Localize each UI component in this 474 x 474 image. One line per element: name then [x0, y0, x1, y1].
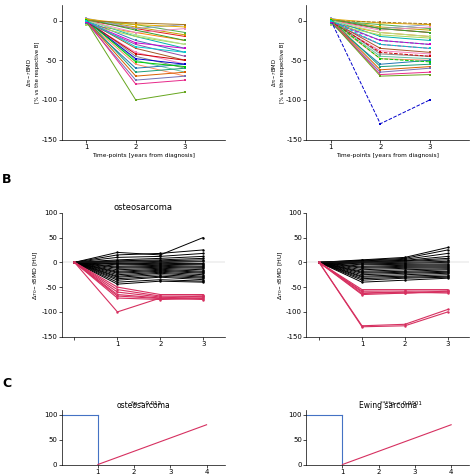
Text: ****p < 0.0001: ****p < 0.0001 [380, 401, 422, 407]
X-axis label: Time-points [years from diagnosis]: Time-points [years from diagnosis] [91, 153, 195, 157]
Title: Ewing sarcoma: Ewing sarcoma [359, 401, 417, 410]
Text: C: C [2, 377, 11, 390]
Y-axis label: $\Delta_{T0-T}$BMD
[% vs the respective B]: $\Delta_{T0-T}$BMD [% vs the respective … [270, 41, 285, 103]
Y-axis label: $\Delta_{T0-T}$BMD [HU]: $\Delta_{T0-T}$BMD [HU] [31, 250, 40, 300]
Title: osteosarcoma: osteosarcoma [116, 401, 170, 410]
Title: osteosarcoma: osteosarcoma [114, 203, 173, 212]
Text: *p = 0.012: *p = 0.012 [131, 401, 162, 407]
X-axis label: Time-points [years from diagnosis]: Time-points [years from diagnosis] [336, 153, 439, 157]
Text: B: B [2, 173, 12, 186]
Y-axis label: $\Delta_{T0-T}$BMD
[% vs the respective B]: $\Delta_{T0-T}$BMD [% vs the respective … [26, 41, 40, 103]
Y-axis label: $\Delta_{T0-T}$BMD [HU]: $\Delta_{T0-T}$BMD [HU] [276, 250, 285, 300]
